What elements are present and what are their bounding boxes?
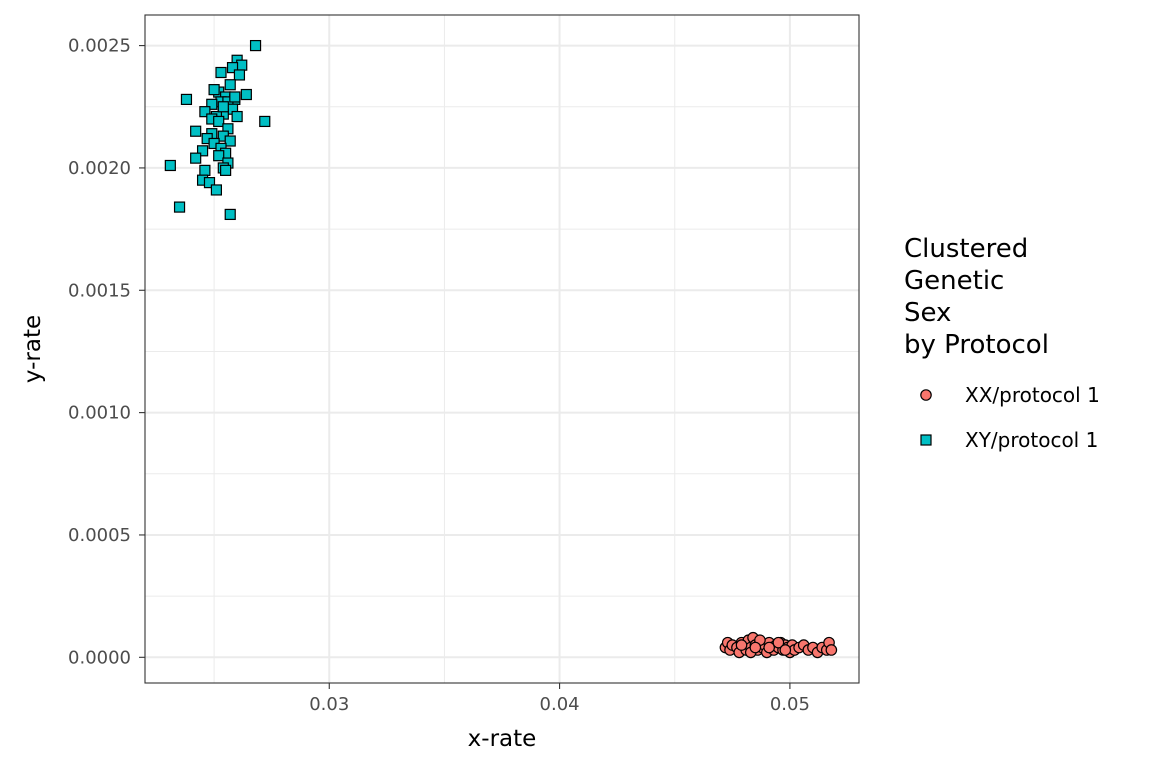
x-tick-label: 0.05: [770, 694, 810, 715]
data-point-square: [249, 39, 262, 52]
y-tick-label: 0.0000: [68, 647, 131, 668]
data-point-square: [231, 110, 243, 123]
legend-label-xx: XX/protocol 1: [965, 383, 1100, 407]
data-points: [164, 39, 838, 659]
data-point-square: [233, 69, 246, 81]
data-point-circle: [763, 641, 775, 654]
data-point-square: [224, 135, 236, 147]
data-point-square: [259, 115, 271, 128]
y-tick-label: 0.0015: [68, 280, 131, 301]
legend-title: Clustered Genetic Sex by Protocol: [904, 234, 1049, 360]
y-tick-label: 0.0010: [68, 403, 131, 424]
data-point-circle: [749, 641, 762, 654]
legend-title-line: by Protocol: [904, 330, 1049, 360]
y-tick-label: 0.0020: [68, 158, 131, 179]
data-point-square: [215, 66, 227, 79]
x-tick-label: 0.04: [540, 694, 580, 715]
y-axis-ticks: 0.0000 0.0005 0.0010 0.0015 0.0020 0.0025: [68, 36, 145, 668]
y-tick-label: 0.0025: [68, 36, 131, 57]
legend: Clustered Genetic Sex by Protocol XX/pro…: [904, 234, 1100, 452]
data-point-square: [203, 177, 216, 189]
data-point-square: [196, 145, 209, 157]
data-point-square: [190, 152, 202, 164]
data-point-square: [210, 184, 222, 196]
data-point-square: [190, 125, 202, 137]
data-point-square: [206, 98, 218, 110]
data-point-square: [224, 79, 236, 91]
data-point-circle: [779, 644, 792, 656]
legend-title-line: Sex: [904, 298, 951, 328]
x-axis-ticks: 0.03 0.04 0.05: [309, 683, 810, 715]
data-point-square: [173, 201, 186, 213]
plot-panel-background: [145, 15, 859, 683]
legend-label-xy: XY/protocol 1: [965, 428, 1098, 452]
legend-title-line: Clustered: [904, 234, 1028, 264]
x-tick-label: 0.03: [309, 694, 349, 715]
data-point-circle: [772, 636, 785, 649]
data-point-square: [236, 59, 248, 71]
y-tick-label: 0.0005: [68, 525, 131, 546]
data-point-square: [199, 106, 211, 118]
legend-title-line: Genetic: [904, 266, 1004, 296]
data-point-circle: [735, 639, 748, 651]
x-axis-title: x-rate: [468, 726, 537, 752]
data-point-square: [240, 88, 252, 101]
data-point-square: [217, 101, 229, 113]
plot-panel-border: [144, 14, 860, 684]
data-point-square: [213, 115, 225, 128]
data-point-square: [224, 208, 236, 221]
data-point-square: [220, 164, 232, 176]
legend-key-xx-circle: [920, 389, 932, 401]
data-point-square: [208, 84, 220, 96]
data-point-square: [213, 150, 225, 162]
data-point-square: [164, 159, 176, 172]
data-point-square: [180, 93, 193, 106]
legend-key-xy-square: [920, 434, 932, 446]
y-axis-title: y-rate: [20, 315, 46, 383]
grid-lines: [145, 15, 859, 683]
data-point-square: [229, 91, 241, 103]
data-point-circle: [825, 644, 838, 656]
data-point-square: [199, 164, 211, 176]
data-point-square: [226, 62, 239, 74]
